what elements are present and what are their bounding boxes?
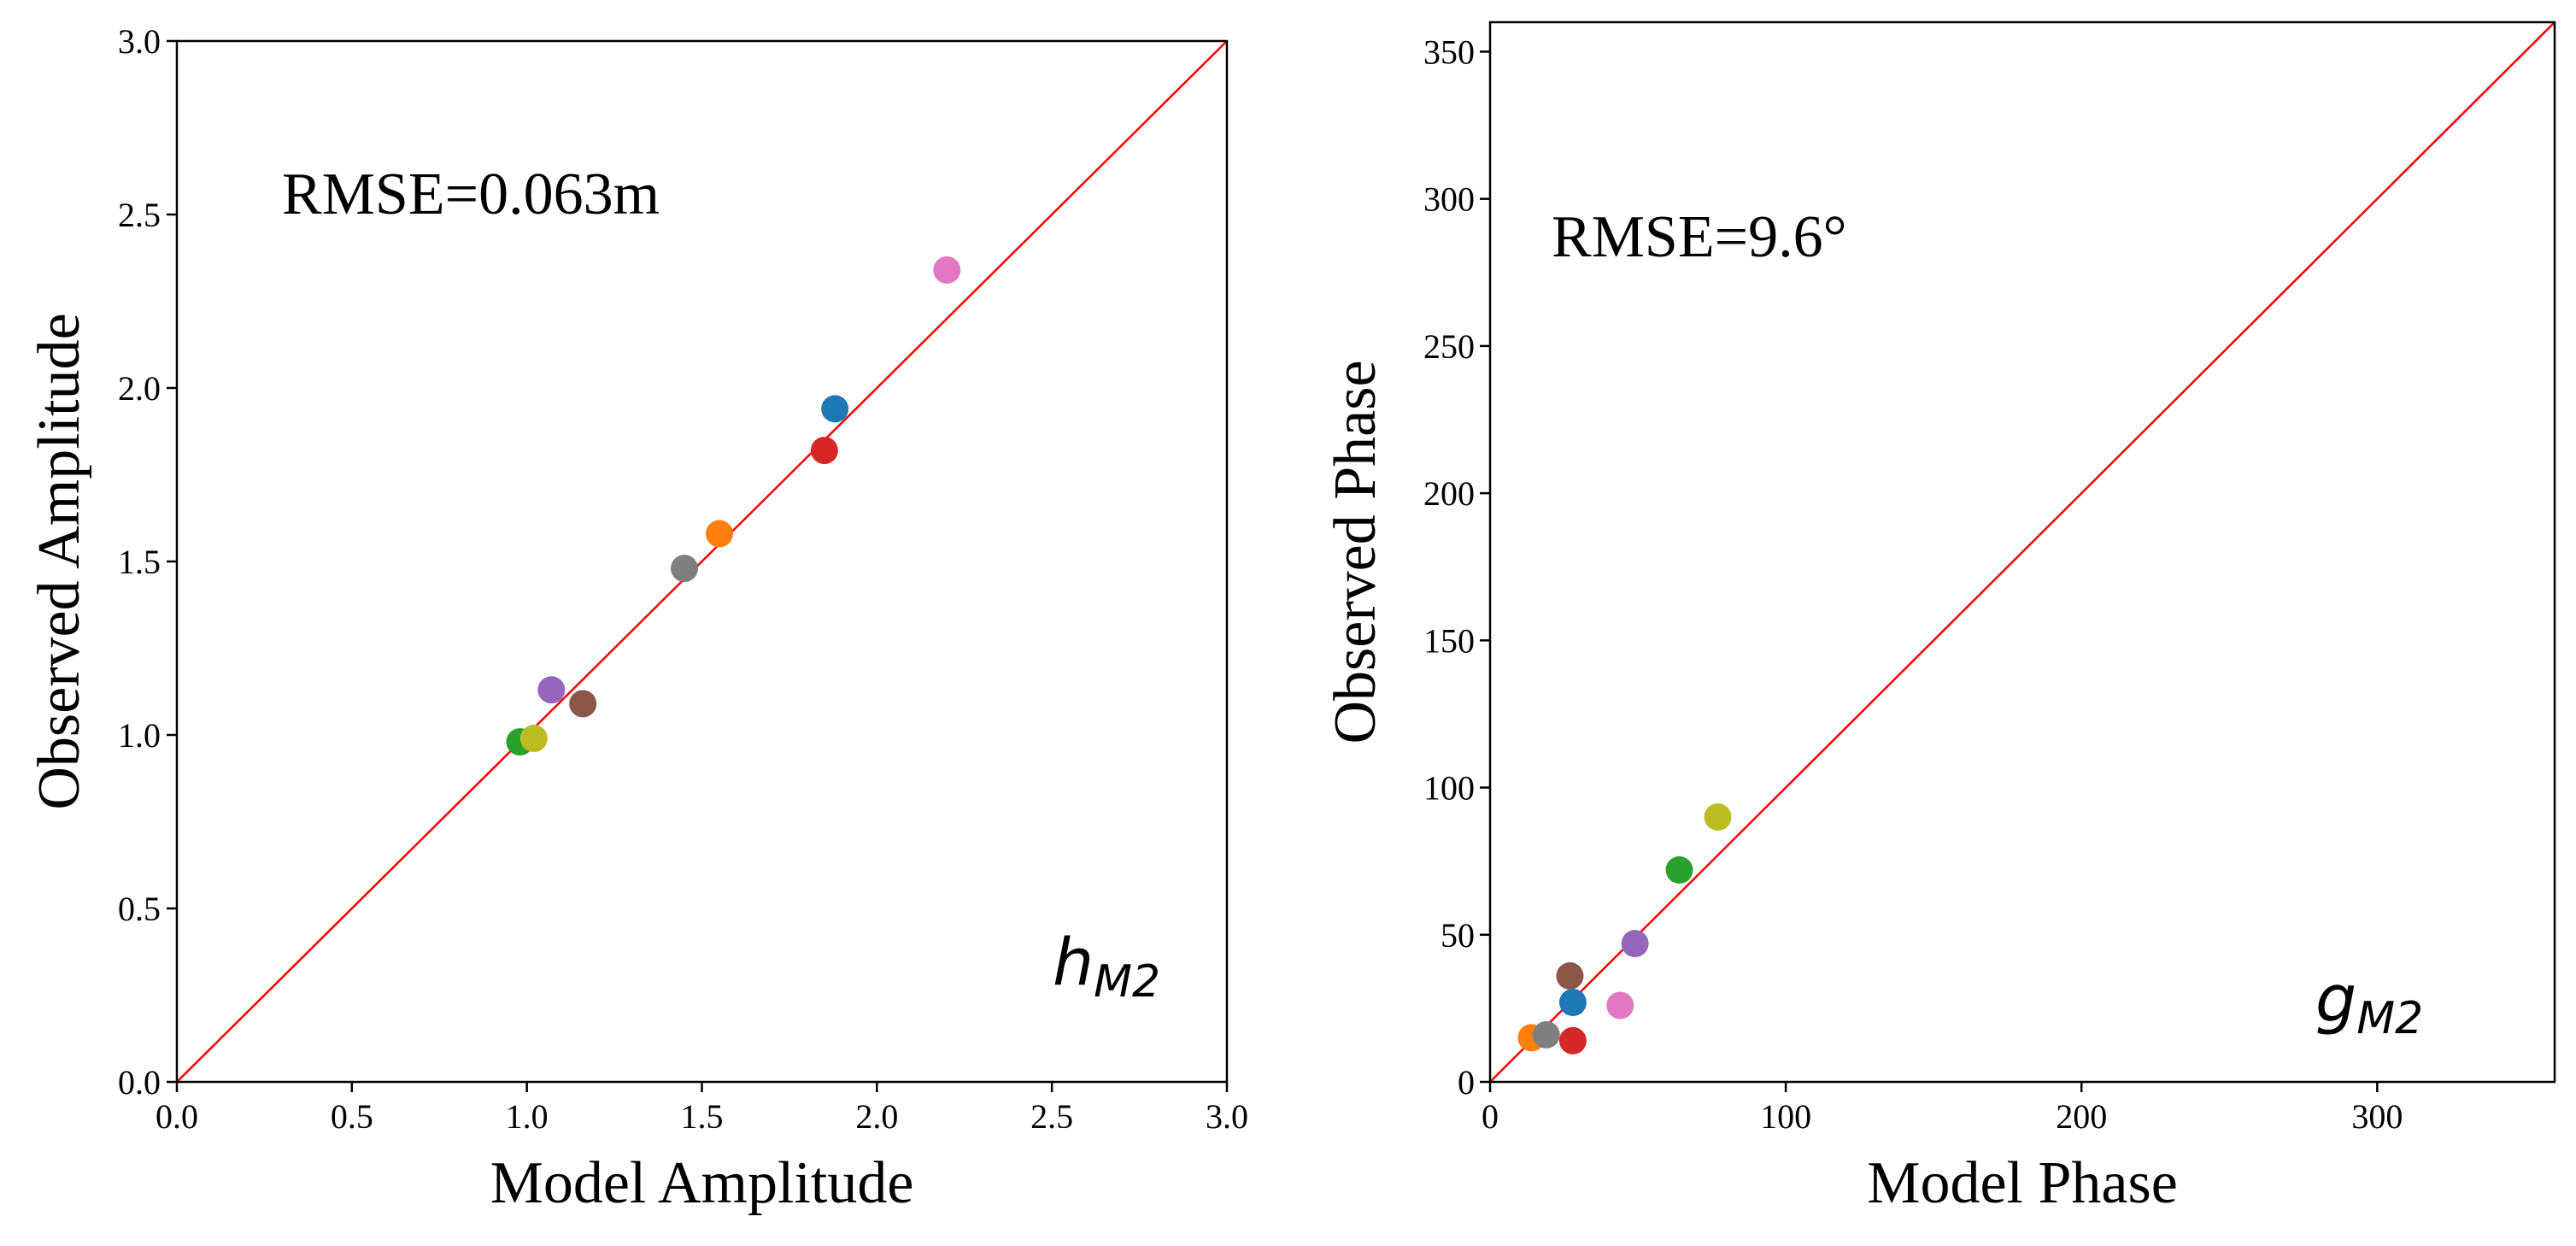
amplitude-x-tick-label: 2.5 xyxy=(1030,1097,1073,1136)
amplitude-reference-line xyxy=(177,41,1227,1082)
phase-axes-frame xyxy=(1488,21,2556,1084)
amplitude-symbol-subscript: M2 xyxy=(1094,956,1160,1008)
phase-point-4 xyxy=(1558,1026,1587,1055)
amplitude-point-9 xyxy=(519,725,548,753)
phase-point-6 xyxy=(1556,962,1584,990)
amplitude-rmse-annotation: RMSE=0.063m xyxy=(282,162,660,227)
amplitude-point-2 xyxy=(705,520,733,548)
phase-rmse-annotation: RMSE=9.6° xyxy=(1552,204,1847,270)
phase-y-tick-label: 300 xyxy=(1423,180,1475,219)
phase-symbol-subscript: M2 xyxy=(2356,993,2423,1044)
phase-point-5 xyxy=(1621,930,1649,958)
phase-x-tick-label: 200 xyxy=(2056,1097,2107,1136)
amplitude-y-tick-label: 1.5 xyxy=(118,543,161,581)
phase-y-tick-label: 350 xyxy=(1423,32,1475,71)
amplitude-point-4 xyxy=(810,437,838,465)
amplitude-panel: 0.0 0.5 1.0 1.5 2.0 2.5 3.0 0.0 0.5 1.0 1.5 2.0 2.5 3… xyxy=(26,22,1248,1216)
phase-x-tick-label: 300 xyxy=(2351,1097,2403,1136)
phase-panel: 0 100 200 300 0 50 100 150 200 250 300 350 Model Pha… xyxy=(1323,21,2556,1216)
phase-y-tick-label: 0 xyxy=(1458,1063,1475,1102)
phase-constituent-symbol: gM2 xyxy=(2315,961,2423,1044)
phase-y-tick-label: 50 xyxy=(1441,916,1475,955)
phase-x-axis-label: Model Phase xyxy=(1867,1150,2178,1216)
amplitude-x-tick-label: 1.0 xyxy=(506,1097,549,1136)
amplitude-point-8 xyxy=(671,555,699,583)
phase-y-tick-label: 100 xyxy=(1423,769,1475,808)
amplitude-point-7 xyxy=(933,256,961,284)
amplitude-point-6 xyxy=(569,690,597,718)
phase-x-tick-label: 100 xyxy=(1760,1097,1811,1136)
phase-point-9 xyxy=(1704,803,1732,831)
amplitude-x-tick-label: 1.5 xyxy=(681,1097,724,1136)
amplitude-y-tick-label: 2.5 xyxy=(118,196,161,234)
amplitude-symbol-base: h xyxy=(1053,924,1094,1000)
phase-symbol-base: g xyxy=(2315,961,2356,1037)
amplitude-point-5 xyxy=(537,676,566,704)
phase-point-8 xyxy=(1532,1020,1560,1049)
amplitude-x-tick-label: 3.0 xyxy=(1206,1097,1248,1136)
amplitude-point-1 xyxy=(821,395,849,423)
amplitude-y-tick-label: 2.0 xyxy=(118,369,161,408)
amplitude-y-tick-label: 3.0 xyxy=(118,22,161,61)
phase-y-axis-label: Observed Phase xyxy=(1323,360,1388,743)
amplitude-y-tick-label: 0.5 xyxy=(118,890,161,928)
phase-point-3 xyxy=(1665,856,1693,884)
amplitude-constituent-symbol: hM2 xyxy=(1053,924,1160,1008)
phase-point-7 xyxy=(1606,991,1634,1020)
amplitude-x-axis-label: Model Amplitude xyxy=(490,1150,914,1216)
phase-point-1 xyxy=(1558,989,1587,1016)
amplitude-y-tick-label: 0.0 xyxy=(118,1063,161,1102)
phase-x-tick-label: 0 xyxy=(1482,1097,1499,1136)
phase-y-tick-label: 200 xyxy=(1423,474,1475,513)
amplitude-y-tick-label: 1.0 xyxy=(118,716,161,755)
phase-y-tick-label: 250 xyxy=(1423,327,1475,366)
amplitude-x-tick-label: 0.0 xyxy=(155,1097,198,1136)
amplitude-x-tick-label: 0.5 xyxy=(331,1097,373,1136)
amplitude-y-axis-label: Observed Amplitude xyxy=(26,313,92,809)
phase-y-tick-label: 150 xyxy=(1423,621,1475,660)
phase-reference-line xyxy=(1490,22,2555,1082)
amplitude-x-tick-label: 2.0 xyxy=(855,1097,898,1136)
